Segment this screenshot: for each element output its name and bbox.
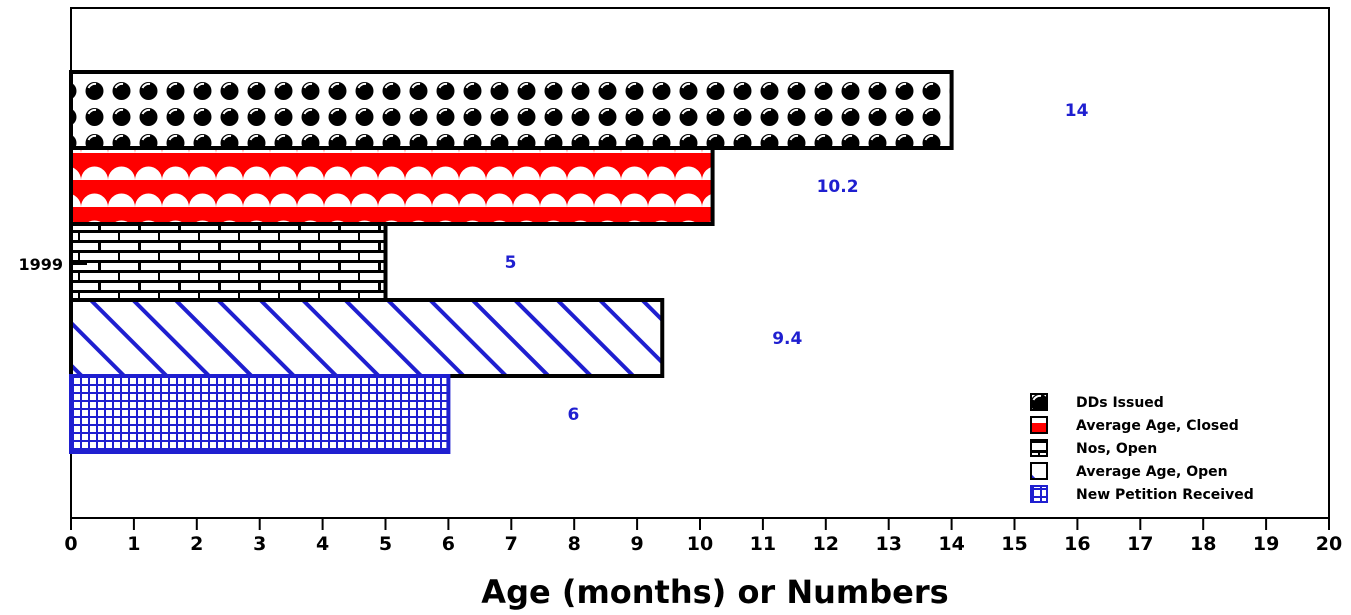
x-tick-label: 1 xyxy=(127,533,140,555)
legend-swatch xyxy=(1030,485,1048,503)
x-tick-label: 16 xyxy=(1064,533,1090,555)
x-tick-label: 13 xyxy=(875,533,901,555)
x-tick-label: 18 xyxy=(1190,533,1216,555)
legend-swatch xyxy=(1030,393,1048,411)
x-tick-label: 9 xyxy=(630,533,643,555)
x-tick-label: 7 xyxy=(505,533,518,555)
x-tick-label: 19 xyxy=(1253,533,1279,555)
bar-average-age-closed xyxy=(69,146,715,226)
x-tick-label: 11 xyxy=(750,533,776,555)
legend-label: Average Age, Open xyxy=(1076,464,1228,480)
x-tick-label: 2 xyxy=(190,533,203,555)
legend-label: DDs Issued xyxy=(1076,395,1164,411)
legend-label: Average Age, Closed xyxy=(1076,418,1239,434)
x-tick-label: 3 xyxy=(253,533,266,555)
bar-nos-open xyxy=(69,222,388,302)
data-label: 9.4 xyxy=(772,329,802,349)
x-tick-label: 5 xyxy=(379,533,392,555)
legend-swatch xyxy=(1030,416,1048,434)
bar-average-age-open xyxy=(69,298,665,378)
legend-swatch xyxy=(1030,439,1048,457)
x-tick-label: 10 xyxy=(687,533,713,555)
legend-label: New Petition Received xyxy=(1076,487,1254,503)
category-label: 1999 xyxy=(18,255,63,274)
data-label: 5 xyxy=(505,253,517,273)
x-tick-label: 12 xyxy=(813,533,839,555)
x-axis-label: Age (months) or Numbers xyxy=(481,573,948,611)
legend: DDs Issued Average Age, Closed Nos, Open Av… xyxy=(1030,393,1254,503)
data-label: 14 xyxy=(1065,101,1089,121)
legend-swatch xyxy=(1030,462,1048,480)
x-tick-label: 15 xyxy=(1001,533,1027,555)
bar-dds-issued xyxy=(69,70,954,150)
x-tick-label: 6 xyxy=(442,533,455,555)
x-tick-label: 14 xyxy=(938,533,964,555)
x-tick-label: 0 xyxy=(64,533,77,555)
x-tick-label: 8 xyxy=(568,533,581,555)
bar-new-petition-received xyxy=(69,374,451,454)
x-tick-label: 17 xyxy=(1127,533,1153,555)
data-label: 10.2 xyxy=(817,177,859,197)
x-tick-label: 20 xyxy=(1316,533,1342,555)
data-label: 6 xyxy=(567,405,579,425)
x-tick-label: 4 xyxy=(316,533,329,555)
legend-label: Nos, Open xyxy=(1076,441,1157,457)
